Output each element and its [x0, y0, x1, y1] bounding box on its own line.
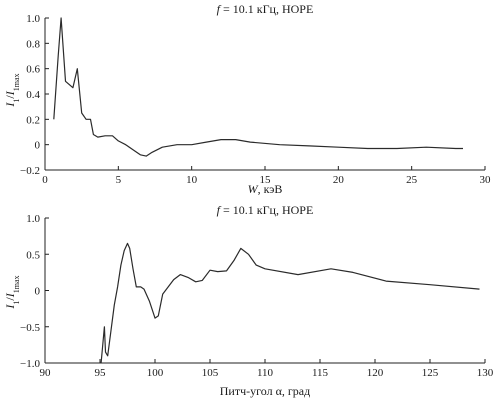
y-tick-label: 1.0: [26, 13, 40, 25]
y-axis-label: I1/I1max: [3, 275, 21, 309]
title-text: = 10.1 кГц, HOPE: [220, 203, 313, 217]
x-tick-label: 110: [257, 367, 274, 379]
x-tick-label: 105: [202, 367, 219, 379]
x-tick-label: 90: [40, 367, 52, 379]
chart-panel-bottom: f = 10.1 кГц, HOPE I1/I1max Питч-угол α,…: [3, 203, 494, 398]
series-line: [100, 242, 480, 364]
x-axis-label: Питч-угол α, град: [220, 384, 310, 398]
x-tick-label: 100: [147, 367, 164, 379]
chart-title: f = 10.1 кГц, HOPE: [217, 2, 314, 16]
y-tick-label: 0.8: [26, 38, 40, 50]
x-tick-label: 30: [480, 174, 492, 186]
y-tick-label: 0.2: [26, 114, 40, 126]
title-text: = 10.1 кГц, HOPE: [220, 2, 313, 16]
y-tick-label: 0: [35, 286, 41, 298]
chart-panel-top: f = 10.1 кГц, HOPE I1/I1max W, кэВ 0 5 10 1…: [3, 2, 491, 196]
x-tick-label: 115: [312, 367, 329, 379]
chart-title: f = 10.1 кГц, HOPE: [217, 203, 314, 217]
x-tick-label: 5: [116, 174, 122, 186]
x-tick-label: 0: [42, 174, 48, 186]
series-line: [53, 17, 463, 157]
x-tick-label: 20: [333, 174, 345, 186]
y-tick-label: 0.4: [26, 89, 40, 101]
x-tick-label: 25: [406, 174, 418, 186]
y-tick-label: −0.2: [20, 165, 40, 177]
title-italic: f: [217, 203, 222, 217]
y-tick-label: −0.5: [20, 322, 40, 334]
x-tick-label: 10: [186, 174, 198, 186]
x-tick-label: 120: [367, 367, 384, 379]
y-tick-label: 0.6: [26, 64, 40, 76]
y-tick-label: 0.5: [26, 249, 40, 261]
y-tick-label: 1.0: [26, 213, 40, 225]
x-tick-label: 130: [477, 367, 494, 379]
x-tick-label: 95: [95, 367, 107, 379]
x-axis-label: W, кэВ: [248, 182, 283, 196]
y-tick-label: −1.0: [20, 358, 40, 370]
x-tick-label: 15: [260, 174, 272, 186]
title-italic: f: [217, 2, 222, 16]
y-tick-label: 0: [35, 140, 41, 152]
y-axis-label: I1/I1max: [3, 73, 21, 107]
x-tick-label: 125: [422, 367, 439, 379]
